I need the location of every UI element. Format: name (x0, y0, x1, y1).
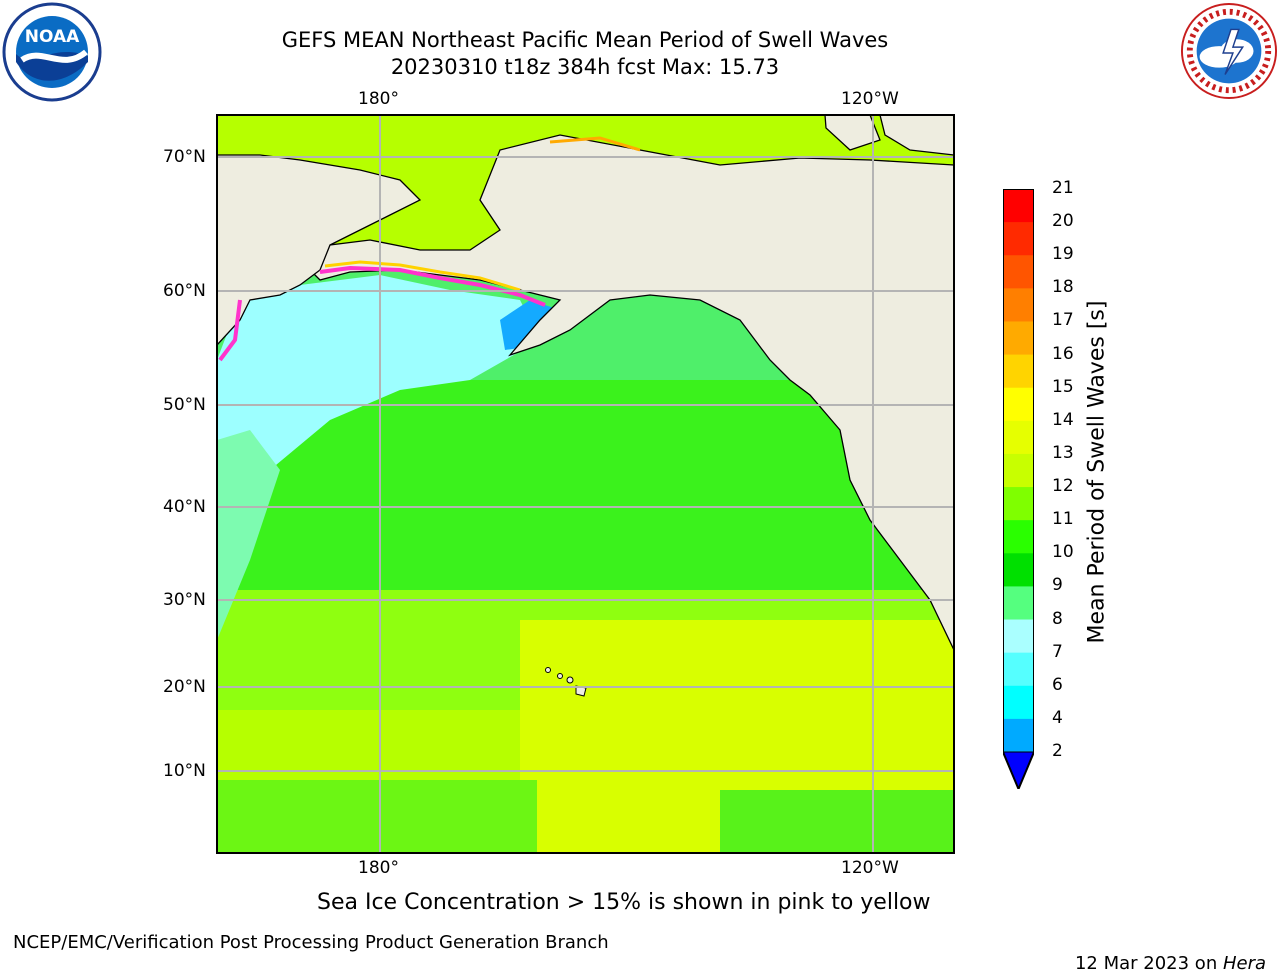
colorbar-tick-label: 20 (1052, 211, 1074, 232)
lat-label-40n: 40°N (163, 497, 206, 517)
short-period-swell-area (217, 275, 540, 600)
colorbar-segment (1003, 718, 1034, 753)
map-frame (216, 114, 955, 854)
colorbar-tick-label: 19 (1052, 244, 1074, 265)
sea-ice-edge (319, 265, 546, 307)
colorbar-frame (1002, 188, 1035, 792)
sea-ice-note: Sea Ice Concentration > 15% is shown in … (317, 890, 931, 915)
colorbar-tick-label: 15 (1052, 376, 1074, 397)
colorbar-segment (1003, 321, 1034, 356)
lat-label-30n: 30°N (163, 590, 206, 610)
colorbar-label: Mean Period of Swell Waves [s] (1084, 300, 1110, 644)
colorbar-segment (1003, 553, 1034, 587)
colorbar-segment (1003, 487, 1034, 521)
colorbar-segment (1003, 189, 1034, 223)
colorbar-segment (1003, 420, 1034, 455)
footer-credit: NCEP/EMC/Verification Post Processing Pr… (13, 932, 609, 953)
siberia-coast (217, 115, 422, 346)
noaa-logo-text: NOAA (25, 27, 80, 47)
colorbar-tick-label: 13 (1052, 442, 1074, 463)
lon-label-120w-top: 120°W (841, 89, 899, 109)
lon-label-180-bottom: 180° (358, 858, 399, 878)
land (217, 115, 954, 651)
colorbar-tick-label: 11 (1052, 509, 1074, 530)
footer-machine: Hera (1222, 953, 1266, 974)
colorbar-segment (1003, 685, 1034, 720)
colorbar (1002, 188, 1035, 792)
colorbar-tick-label: 14 (1052, 409, 1074, 430)
colorbar-tick-label: 10 (1052, 542, 1074, 563)
colorbar-segment (1003, 387, 1034, 422)
lat-label-20n: 20°N (163, 677, 206, 697)
colorbar-segment (1003, 619, 1034, 654)
colorbar-segment (1003, 354, 1034, 389)
map-subtitle: 20230310 t18z 384h fcst Max: 15.73 (390, 55, 780, 79)
colorbar-segment (1003, 222, 1034, 256)
colorbar-tick-label: 9 (1052, 575, 1063, 596)
colorbar-segment (1003, 255, 1034, 289)
footer-date: 12 Mar 2023 on Hera (1064, 932, 1266, 974)
lon-label-120w-bottom: 120°W (841, 858, 899, 878)
colorbar-segment (1003, 586, 1034, 621)
colorbar-tick-label: 8 (1052, 608, 1063, 629)
colorbar-segment (1003, 652, 1034, 687)
colorbar-tick-label: 12 (1052, 476, 1074, 497)
lat-label-50n: 50°N (163, 395, 206, 415)
lon-label-180-top: 180° (358, 89, 399, 109)
colorbar-tick-label: 6 (1052, 674, 1063, 695)
colorbar-segment (1003, 288, 1034, 322)
colorbar-tick-label: 4 (1052, 707, 1063, 728)
lat-label-10n: 10°N (163, 761, 206, 781)
colorbar-tick-label: 21 (1052, 178, 1074, 198)
map-title: GEFS MEAN Northeast Pacific Mean Period … (281, 28, 889, 52)
footer-date-text: 12 Mar 2023 on (1074, 953, 1223, 974)
colorbar-extend-arrow (1002, 751, 1035, 791)
colorbar-segment (1003, 453, 1034, 488)
colorbar-segment (1003, 520, 1034, 554)
lat-label-60n: 60°N (163, 281, 206, 301)
colorbar-tick-label: 7 (1052, 641, 1063, 662)
national-weather-service-logo (1180, 2, 1278, 100)
colorbar-tick-label: 17 (1052, 310, 1074, 331)
noaa-logo: NOAA (2, 2, 102, 102)
colorbar-tick-label: 18 (1052, 277, 1074, 298)
colorbar-tick-label: 2 (1052, 741, 1063, 761)
graticule (217, 115, 954, 853)
lat-label-70n: 70°N (163, 147, 206, 167)
colorbar-tick-label: 16 (1052, 343, 1074, 364)
